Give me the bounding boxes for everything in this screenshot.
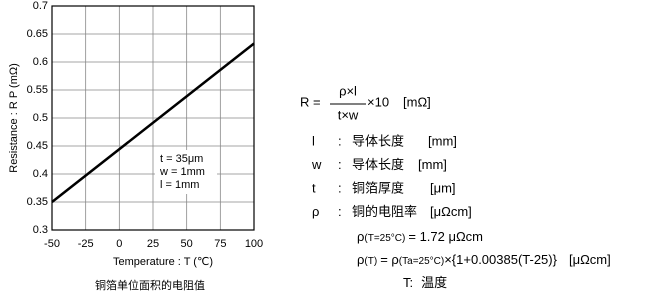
def-desc: 铜箔厚度	[352, 180, 404, 195]
def-symbol: ρ	[312, 204, 319, 219]
x-tick-label: 0	[116, 238, 122, 250]
annotation-box	[155, 150, 217, 194]
annotation: t = 35μm	[160, 153, 203, 165]
x-tick-label: 75	[214, 238, 226, 250]
y-axis-label: Resistance : R P (mΩ)	[8, 63, 20, 173]
rho25: ρ(T=25°C) = 1.72 μΩcm	[357, 229, 483, 244]
y-tick-label: 0.7	[33, 0, 48, 12]
plot-frame	[51, 5, 255, 231]
def-separator: :	[338, 204, 342, 219]
x-axis-label: Temperature : T (℃)	[113, 256, 213, 268]
def-separator: :	[338, 157, 342, 172]
annotation: l = 1mm	[160, 179, 199, 191]
y-tick-label: 0.4	[33, 168, 48, 180]
annotation: w = 1mm	[159, 166, 205, 178]
definitions: l: 导体长度 [mm] w: 导体长度 [mm] t: 铜箔厚度 [μm] ρ: 铜的电阻率 [μΩ…	[311, 133, 472, 219]
def-symbol: w	[311, 157, 322, 172]
x-tick-label: -50	[44, 238, 60, 250]
rhoT: ρ(T) = ρ(Ta=25°C)×{1+0.00385(T-25)} [μΩcm]	[357, 252, 611, 267]
x-tick-label: 25	[147, 238, 159, 250]
formula-denominator: t×w	[338, 107, 359, 122]
y-tick-label: 0.5	[33, 112, 48, 124]
def-desc: 导体长度	[352, 133, 404, 148]
formula-factor: ×10	[367, 94, 389, 109]
y-tick-label: 0.45	[27, 140, 48, 152]
chart: 0.3 0.35 0.4 0.45 0.5 0.55 0.6 0.65 0.7 -50 -25 0 25…	[27, 0, 264, 250]
temp-def: T: 温度	[403, 275, 447, 290]
def-unit: [μm]	[430, 180, 456, 195]
x-tick-label: -25	[78, 238, 94, 250]
def-unit: [mm]	[418, 157, 447, 172]
def-symbol: l	[312, 133, 315, 148]
x-tick-label: 100	[245, 238, 263, 250]
def-desc: 导体长度	[352, 157, 404, 172]
y-tick-label: 0.35	[27, 196, 48, 208]
caption: 铜箔单位面积的电阻值	[95, 278, 205, 292]
formula-unit: [mΩ]	[403, 94, 431, 109]
formula-lhs: R =	[300, 94, 321, 109]
def-symbol: t	[312, 180, 316, 195]
y-tick-label: 0.3	[33, 224, 48, 236]
formula-numerator: ρ×l	[339, 83, 357, 98]
y-tick-label: 0.55	[27, 84, 48, 96]
line	[51, 42, 255, 203]
def-separator: :	[338, 180, 342, 195]
def-unit: [mm]	[428, 133, 457, 148]
y-tick-label: 0.65	[27, 28, 48, 40]
def-desc: 铜的电阻率	[352, 204, 417, 219]
def-separator: :	[338, 133, 342, 148]
def-unit: [μΩcm]	[430, 204, 472, 219]
x-tick-label: 50	[181, 238, 193, 250]
y-tick-label: 0.6	[33, 56, 48, 68]
